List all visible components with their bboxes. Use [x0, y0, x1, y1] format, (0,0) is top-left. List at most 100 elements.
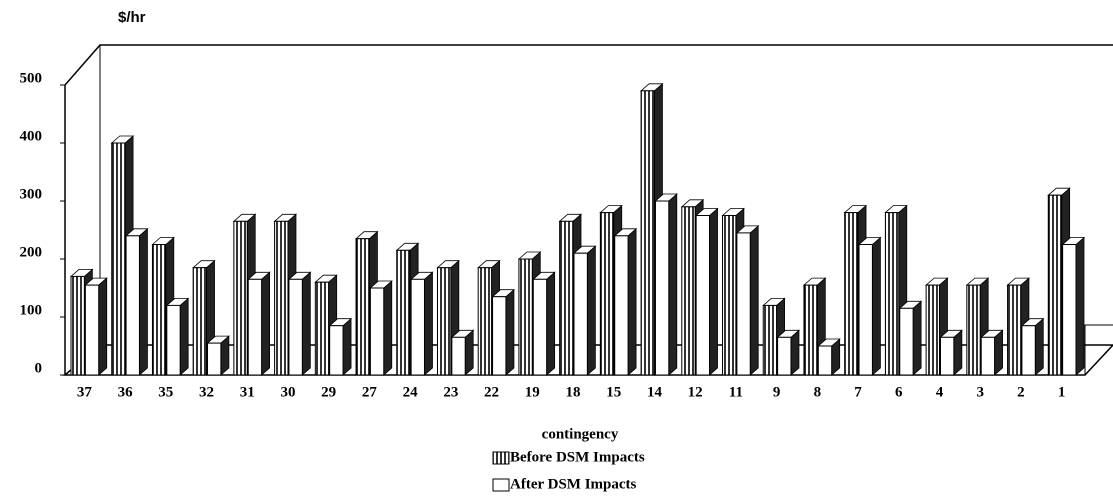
bar-side — [301, 271, 311, 376]
y-tick-label: 100 — [20, 302, 43, 318]
x-tick-label: 27 — [362, 384, 378, 400]
bar — [573, 252, 588, 376]
bar — [939, 336, 955, 376]
x-tick-label: 37 — [77, 384, 93, 400]
legend-swatch — [492, 451, 510, 465]
x-tick-label: 9 — [773, 384, 781, 400]
bar — [192, 267, 208, 376]
bar — [559, 220, 574, 376]
bar-side — [668, 193, 678, 376]
x-tick-label: 4 — [936, 384, 944, 400]
legend-label: Before DSM Impacts — [510, 449, 645, 465]
bar — [844, 212, 859, 376]
x-axis-title: contingency — [542, 426, 619, 442]
y-tick-label: 500 — [20, 70, 43, 86]
bar — [817, 345, 833, 376]
bar — [329, 325, 344, 376]
bar — [722, 215, 737, 376]
legend: Before DSM Impacts After DSM Impacts — [492, 449, 645, 492]
bar-side — [505, 288, 515, 376]
bar — [640, 90, 655, 376]
bar-side — [749, 225, 759, 376]
bar — [111, 142, 126, 376]
bar-side — [627, 227, 637, 376]
bar-side — [98, 277, 108, 376]
y-tick-label: 300 — [20, 186, 43, 202]
bar-side — [586, 245, 596, 376]
bar-side — [261, 271, 271, 376]
x-tick-label: 14 — [647, 384, 663, 400]
bar — [355, 238, 370, 376]
right-edge — [1084, 324, 1113, 375]
x-tick-label: 35 — [158, 384, 173, 400]
x-tick-label: 12 — [688, 384, 703, 400]
bar-side — [953, 329, 963, 376]
x-tick-label: 30 — [280, 384, 295, 400]
bar — [410, 278, 425, 376]
bar-side — [464, 329, 474, 376]
bar — [396, 249, 411, 376]
x-tick-label: 32 — [199, 384, 214, 400]
x-tick-label: 1 — [1058, 384, 1066, 400]
bar-side — [139, 227, 148, 376]
bar — [762, 304, 778, 376]
bar — [1062, 244, 1077, 376]
bar — [477, 267, 493, 376]
x-tick-label: 31 — [240, 384, 255, 400]
y-axis-title: $/hr — [118, 9, 146, 26]
x-tick-label: 22 — [484, 384, 499, 400]
x-tick-label: 36 — [118, 384, 134, 400]
bar — [518, 258, 533, 376]
bar-side — [994, 329, 1003, 376]
bar-side — [1034, 317, 1044, 376]
y-tick-label: 400 — [20, 128, 43, 144]
bar — [803, 284, 818, 376]
bar-side — [790, 329, 800, 376]
bar — [369, 287, 385, 376]
legend-swatch — [492, 478, 510, 492]
bar-side — [709, 207, 718, 376]
bar — [125, 235, 140, 376]
bar-side — [342, 317, 352, 376]
bar — [84, 284, 100, 376]
walls — [64, 44, 1113, 375]
bar — [654, 200, 670, 376]
bar-side — [1075, 236, 1085, 376]
bar — [233, 220, 248, 376]
bar-side — [546, 271, 556, 376]
bar — [695, 215, 711, 376]
x-tick-label: 29 — [321, 384, 336, 400]
bar — [1007, 284, 1022, 376]
bar — [1021, 325, 1036, 376]
x-tick-label: 2 — [1017, 384, 1025, 400]
y-tick-label: 0 — [35, 360, 43, 376]
bar-side — [912, 300, 922, 376]
x-tick-label: 11 — [729, 384, 743, 400]
x-tick-label: 7 — [854, 384, 862, 400]
bar — [166, 304, 181, 376]
bar — [436, 267, 452, 376]
x-tick-label: 19 — [525, 384, 540, 400]
x-tick-label: 23 — [443, 384, 458, 400]
bar — [314, 281, 330, 376]
bar — [532, 278, 548, 376]
x-tick-label: 8 — [814, 384, 822, 400]
bar — [247, 278, 263, 376]
bar — [736, 232, 751, 376]
bar — [858, 244, 873, 376]
bar — [925, 284, 940, 376]
bar — [966, 284, 981, 376]
x-tick-label: 18 — [566, 384, 581, 400]
bar — [288, 278, 303, 376]
bar-side — [383, 280, 393, 376]
x-tick-label: 6 — [895, 384, 903, 400]
bar — [777, 336, 792, 376]
x-tick-label: 15 — [606, 384, 621, 400]
bar — [884, 212, 900, 376]
bar — [151, 244, 167, 376]
legend-label: After DSM Impacts — [510, 476, 637, 492]
bar — [681, 206, 696, 376]
bar-side — [179, 297, 189, 376]
bar-side — [424, 271, 433, 376]
